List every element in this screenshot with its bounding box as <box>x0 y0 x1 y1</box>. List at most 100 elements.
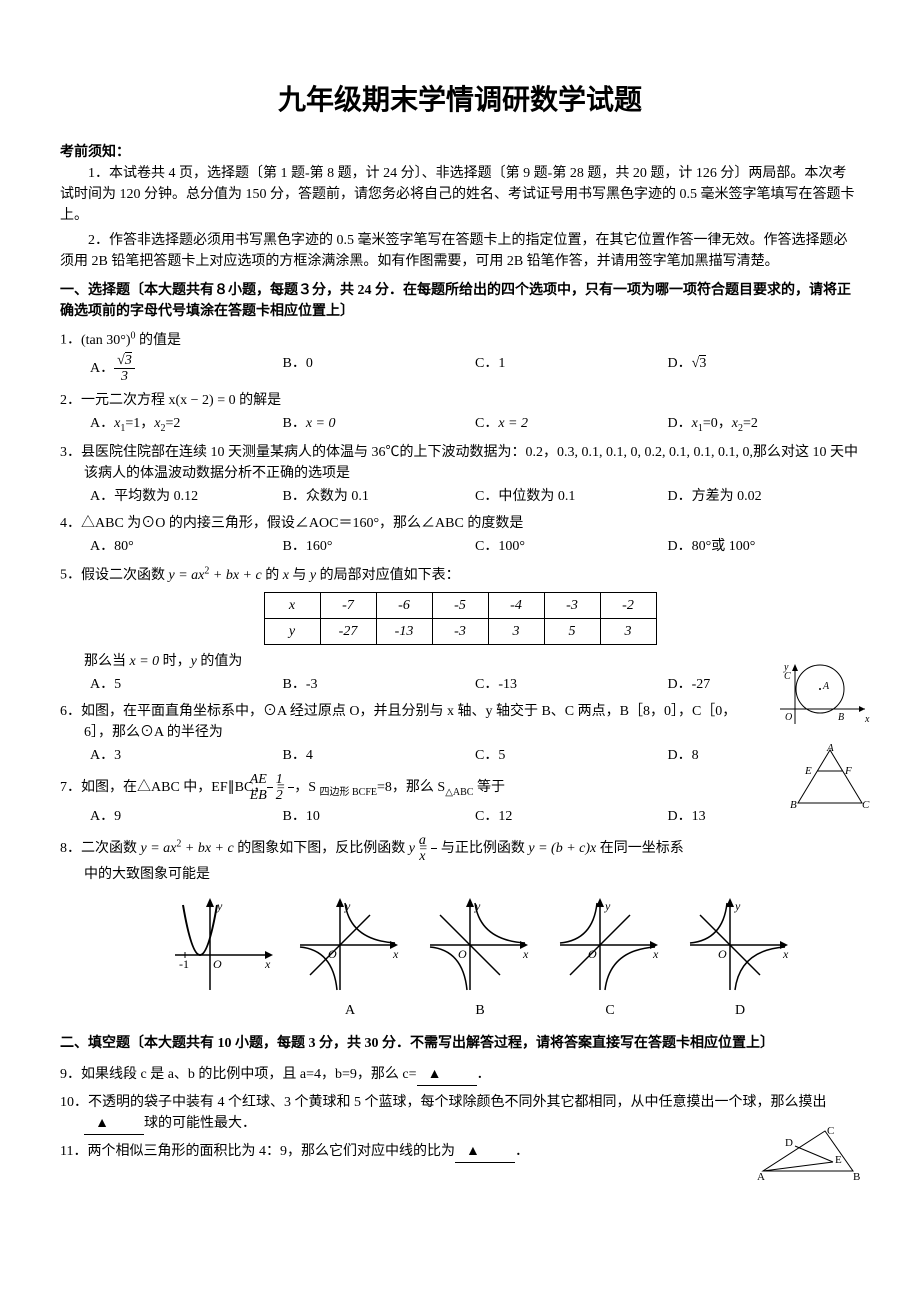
q7-options: A．9 B．10 C．12 D．13 <box>60 806 860 827</box>
cell: -3 <box>432 618 488 644</box>
q6-stem: 如图，在平面直角坐标系中，⊙A 经过原点 O，并且分别与 x 轴、y 轴交于 B… <box>81 704 736 740</box>
q4-optB: B．160° <box>283 536 476 557</box>
q2-optC: C．x = 2 <box>475 413 668 436</box>
q3-num: 3． <box>60 445 81 460</box>
cell: 5 <box>544 618 600 644</box>
q8-label-D: D <box>685 1000 795 1021</box>
svg-text:O: O <box>588 947 597 961</box>
q10-num: 10． <box>60 1095 88 1110</box>
svg-text:B: B <box>853 1171 860 1183</box>
q3-options: A．平均数为 0.12 B．众数为 0.1 C．中位数为 0.1 D．方差为 0… <box>60 486 860 507</box>
q7-figure: A E F B C <box>790 745 870 817</box>
svg-text:O: O <box>718 947 727 961</box>
q6-options: A．3 B．4 C．5 D．8 <box>60 745 860 766</box>
q2-optA: A．x1=1，x2=2 <box>90 413 283 436</box>
instruction-2: 2．作答非选择题必须用书写黑色字迹的 0.5 毫米签字笔写在答题卡上的指定位置，… <box>60 230 860 272</box>
cell: y <box>264 618 320 644</box>
svg-text:E: E <box>804 765 812 777</box>
q4-stem: △ABC 为⊙O 的内接三角形，假设∠AOC＝160°，那么∠ABC 的度数是 <box>81 516 523 531</box>
q2-num: 2． <box>60 393 81 408</box>
q5-table: x -7 -6 -5 -4 -3 -2 y -27 -13 -3 3 5 3 <box>60 592 860 645</box>
svg-text:x: x <box>864 714 870 725</box>
q5-post: 那么当 x = 0 时，y 的值为 <box>60 651 860 672</box>
q5-stem: 假设二次函数 y = ax2 + bx + c 的 x 与 y 的局部对应值如下… <box>81 568 460 583</box>
cell: -3 <box>544 592 600 618</box>
svg-text:B: B <box>790 799 797 811</box>
cell: -4 <box>488 592 544 618</box>
q8-graph-C: x y O <box>555 895 665 995</box>
cell: -13 <box>376 618 432 644</box>
question-5: 5．假设二次函数 y = ax2 + bx + c 的 x 与 y 的局部对应值… <box>60 563 860 586</box>
svg-text:A: A <box>757 1171 765 1183</box>
cell: 3 <box>488 618 544 644</box>
q11-figure: C D E A B <box>755 1126 860 1188</box>
svg-text:-1: -1 <box>179 957 189 971</box>
q5-optA: A．5 <box>90 674 283 695</box>
q2-stem: 一元二次方程 x(x − 2) = 0 的解是 <box>81 393 281 408</box>
svg-text:y: y <box>344 899 351 913</box>
svg-text:O: O <box>785 712 792 723</box>
q8-graphs: x y O -1 x y O x y O x <box>100 895 860 995</box>
cell: x <box>264 592 320 618</box>
q1-optB: B．0 <box>283 353 476 385</box>
svg-text:x: x <box>522 947 529 961</box>
cell: -27 <box>320 618 376 644</box>
q8-label-A: A <box>295 1000 405 1021</box>
q9-tail: ． <box>477 1067 491 1082</box>
q8-labels: A B C D <box>100 1000 860 1021</box>
cell: -5 <box>432 592 488 618</box>
table-row: y -27 -13 -3 3 5 3 <box>264 618 656 644</box>
pre-exam-label: 考前须知： <box>60 142 860 163</box>
question-1: 1．(tan 30°)0 的值是 <box>60 328 860 351</box>
q6-optC: C．5 <box>475 745 668 766</box>
q11-num: 11． <box>60 1144 87 1159</box>
q2-optB: B．x = 0 <box>283 413 476 436</box>
q8-graph-A: x y O <box>295 895 405 995</box>
question-11: 11．两个相似三角形的面积比为 4：9，那么它们对应中线的比为▲． <box>60 1141 860 1163</box>
q4-optC: C．100° <box>475 536 668 557</box>
question-10: 10．不透明的袋子中装有 4 个红球、3 个黄球和 5 个蓝球，每个球除颜色不同… <box>60 1092 860 1135</box>
q8-label-B: B <box>425 1000 535 1021</box>
section-1-header: 一、选择题〔本大题共有８小题，每题３分，共 24 分．在每题所给出的四个选项中，… <box>60 280 860 322</box>
q4-optA: A．80° <box>90 536 283 557</box>
q4-optD: D．80°或 100° <box>668 536 861 557</box>
cell: -7 <box>320 592 376 618</box>
section-2-header: 二、填空题〔本大题共有 10 小题，每题 3 分，共 30 分．不需写出解答过程… <box>60 1033 860 1054</box>
q8-num: 8． <box>60 841 81 856</box>
svg-text:A: A <box>826 742 834 754</box>
svg-text:C: C <box>862 799 870 811</box>
cell: -6 <box>376 592 432 618</box>
page-title: 九年级期末学情调研数学试题 <box>60 80 860 122</box>
cell: 3 <box>600 618 656 644</box>
question-2: 2．一元二次方程 x(x − 2) = 0 的解是 <box>60 390 860 411</box>
q1-options: A．√33 B．0 C．1 D．√3 <box>60 353 860 385</box>
svg-text:A: A <box>822 681 830 692</box>
q8-stem-cont: 中的大致图象可能是 <box>60 864 860 885</box>
q8-graph-B: x y O <box>425 895 535 995</box>
svg-text:B: B <box>838 712 844 723</box>
instruction-1: 1．本试卷共 4 页，选择题〔第 1 题-第 8 题，计 24 分〕、非选择题〔… <box>60 163 860 226</box>
q11-stem: 两个相似三角形的面积比为 4：9，那么它们对应中线的比为 <box>87 1144 455 1159</box>
q8-stem: 二次函数 y = ax2 + bx + c 的图象如下图，反比例函数 y = a… <box>81 841 684 856</box>
q7-num: 7． <box>60 780 81 795</box>
q5-num: 5． <box>60 568 81 583</box>
svg-text:y: y <box>474 899 481 913</box>
q5-optB: B．-3 <box>283 674 476 695</box>
svg-text:x: x <box>392 947 399 961</box>
question-9: 9．如果线段 c 是 a、b 的比例中项，且 a=4，b=9，那么 c=▲． <box>60 1064 860 1086</box>
q1-optD: D．√3 <box>668 353 861 385</box>
blank: ▲ <box>417 1064 477 1086</box>
q10-stem: 不透明的袋子中装有 4 个红球、3 个黄球和 5 个蓝球，每个球除颜色不同外其它… <box>88 1095 827 1110</box>
q6-num: 6． <box>60 704 81 719</box>
q8-given-graph: x y O -1 <box>165 895 275 995</box>
q5-options: A．5 B．-3 C．-13 D．-27 <box>60 674 860 695</box>
svg-text:O: O <box>458 947 467 961</box>
svg-text:F: F <box>844 765 852 777</box>
blank: ▲ <box>84 1113 144 1135</box>
q1-stem: (tan 30°)0 的值是 <box>81 333 181 348</box>
svg-text:y: y <box>734 899 741 913</box>
svg-text:D: D <box>785 1137 793 1149</box>
q6-figure: x y O B A C <box>780 664 870 741</box>
q4-num: 4． <box>60 516 81 531</box>
q2-optD: D．x1=0，x2=2 <box>668 413 861 436</box>
